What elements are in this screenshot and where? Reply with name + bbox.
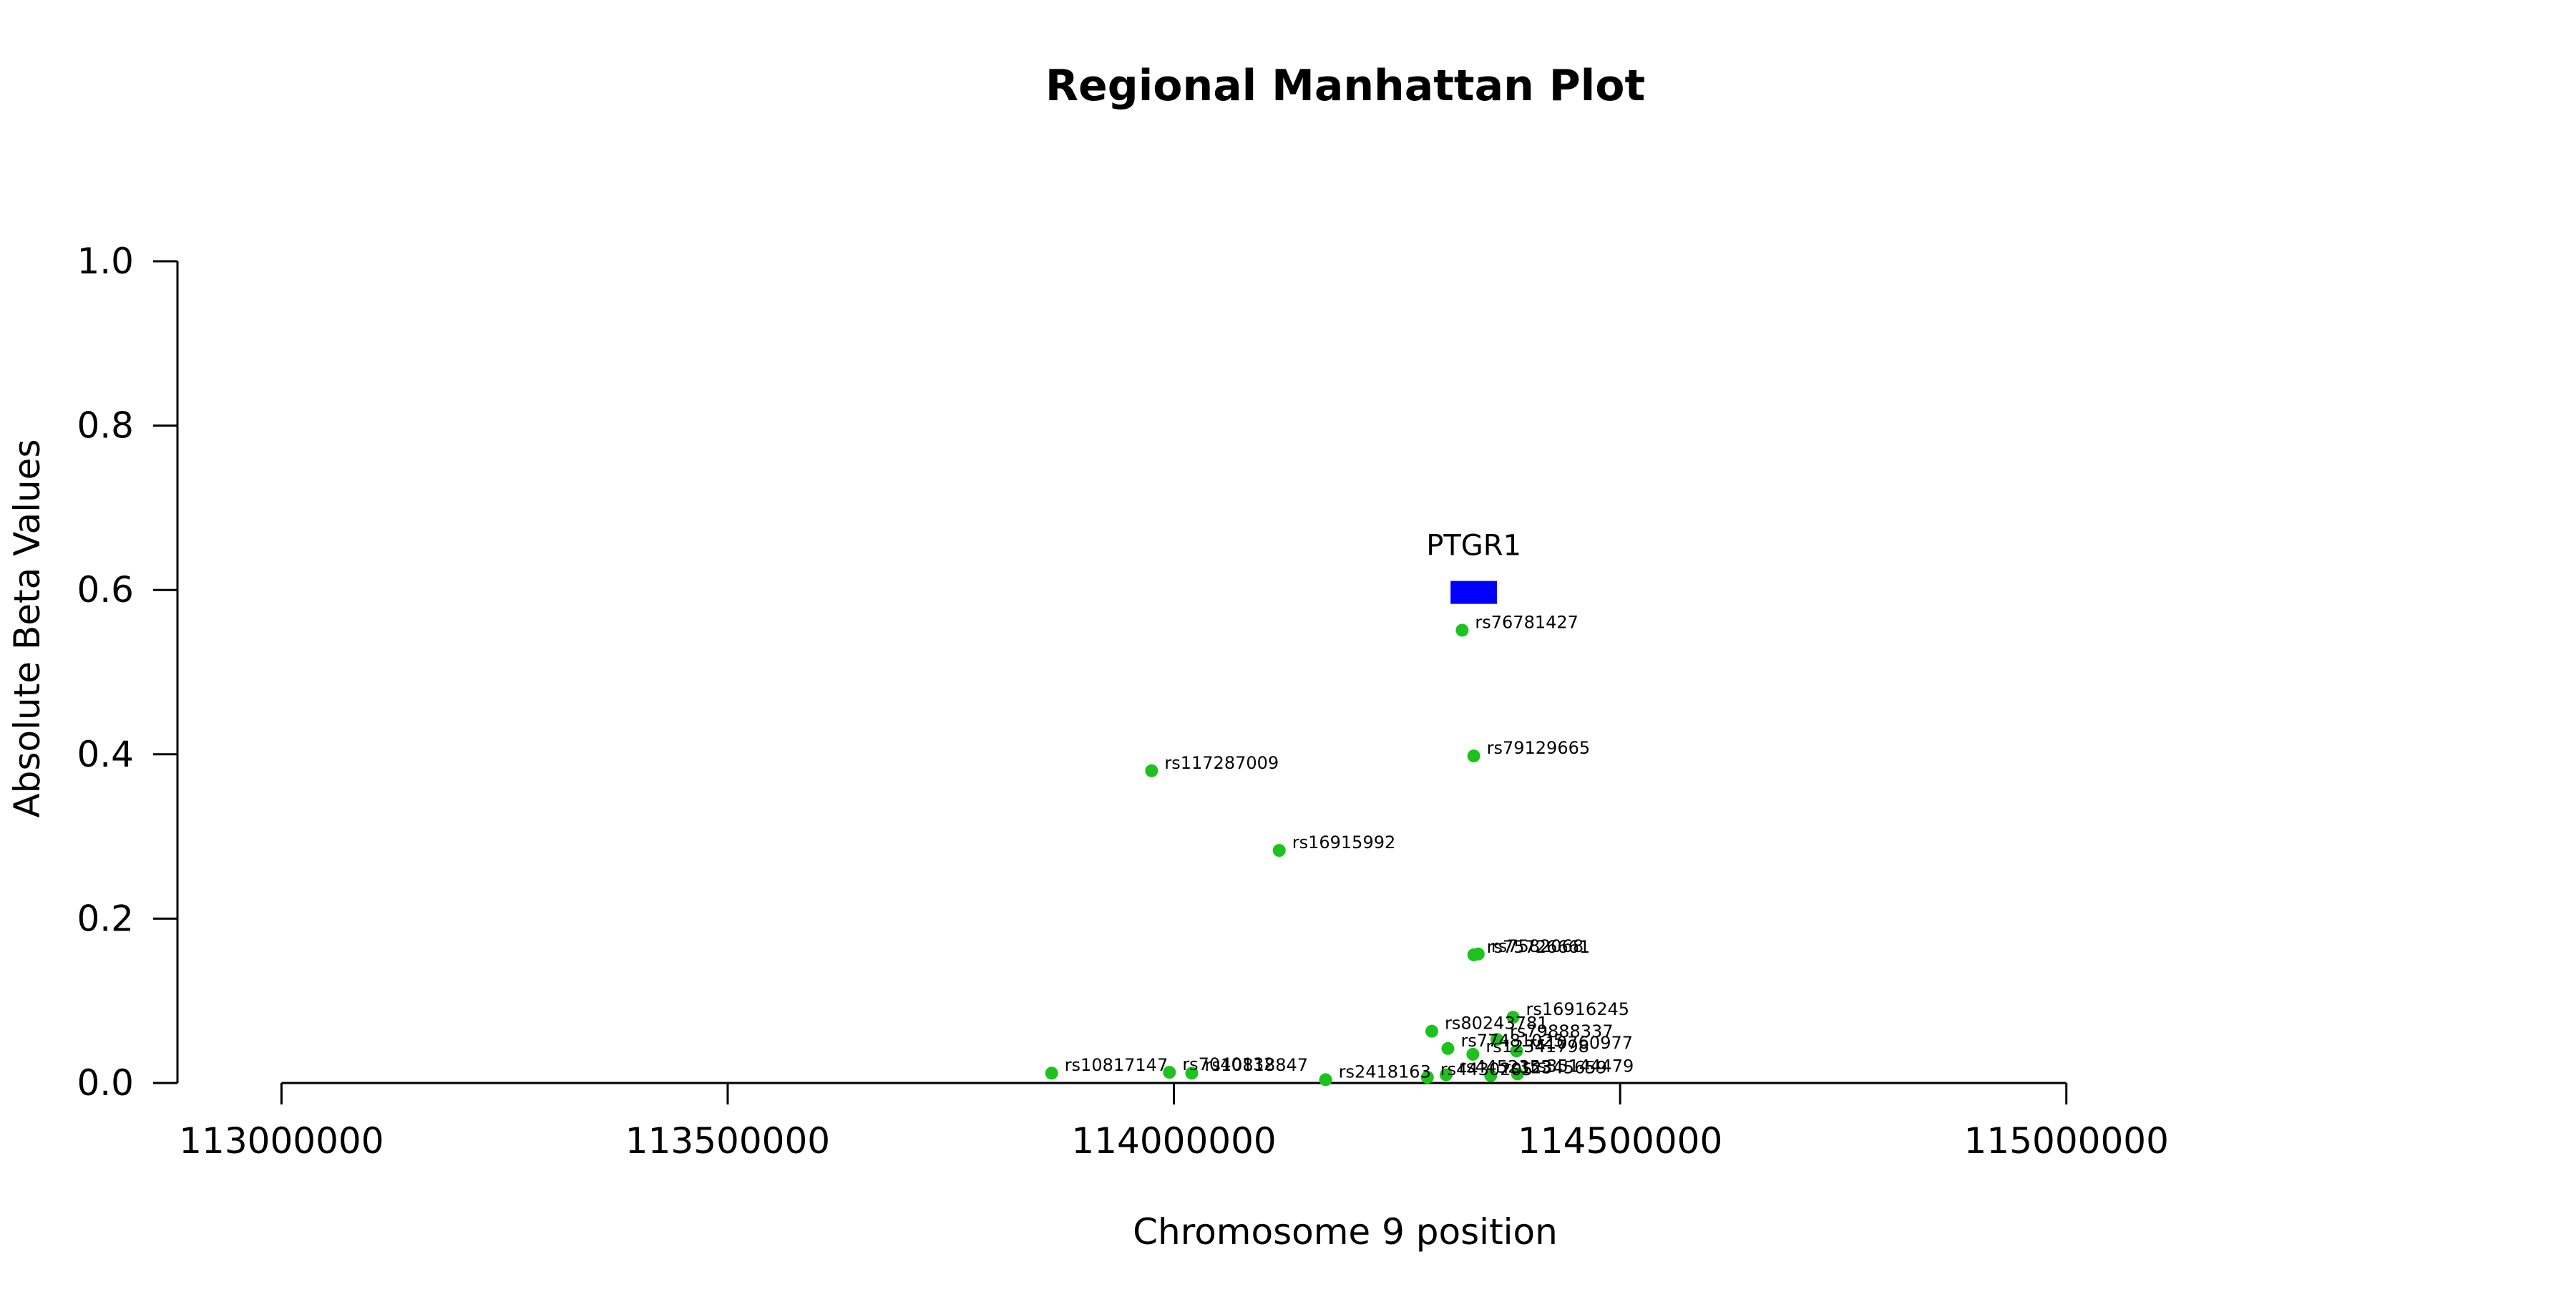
- point-label: rs2418163: [1339, 1062, 1431, 1082]
- x-tick-label: 113500000: [625, 1120, 830, 1162]
- data-point: [1471, 947, 1485, 961]
- y-tick-label: 0.2: [77, 898, 134, 939]
- labels-layer: rs76781427 rs79129665 rs117287009 rs1691599…: [1065, 612, 1634, 1082]
- point-label: rs4452353: [1459, 1057, 1551, 1077]
- point-label: rs10818847: [1205, 1055, 1309, 1075]
- data-point: [1272, 844, 1286, 858]
- x-tick-label: 113000000: [179, 1120, 384, 1162]
- data-point: [1484, 1069, 1498, 1082]
- gene-bar: [1450, 581, 1498, 604]
- data-point: [1319, 1073, 1332, 1087]
- data-point: [1425, 1024, 1438, 1038]
- points-layer: [1045, 623, 1524, 1087]
- y-axis-label: Absolute Beta Values: [6, 439, 48, 818]
- point-label: rs16915992: [1292, 832, 1396, 853]
- axes: 0.0 0.2 0.4 0.6 0.8 1.0 113000000 113500000 1140…: [77, 241, 2168, 1162]
- x-tick-label: 114000000: [1071, 1120, 1276, 1162]
- point-label: rs4430205: [1440, 1059, 1533, 1079]
- data-point: [1466, 1047, 1480, 1061]
- data-point: [1163, 1066, 1176, 1079]
- point-label: rs12341798: [1485, 1036, 1589, 1057]
- point-label: rs79888337: [1510, 1021, 1614, 1041]
- x-tick-label: 114500000: [1518, 1120, 1722, 1162]
- point-label: rs117287009: [1164, 753, 1279, 773]
- data-point: [1420, 1070, 1434, 1084]
- data-point: [1441, 1041, 1455, 1055]
- y-tick-label: 1.0: [77, 241, 134, 282]
- point-label: rs75726661: [1487, 937, 1591, 957]
- data-point: [1185, 1067, 1199, 1080]
- data-point: [1491, 1033, 1504, 1046]
- point-label: rs10760977: [1529, 1033, 1633, 1053]
- data-point: [1439, 1068, 1453, 1082]
- point-label: rs16916245: [1526, 999, 1629, 1019]
- x-axis-label: Chromosome 9 position: [1133, 1211, 1558, 1253]
- x-tick-label: 115000000: [1964, 1120, 2169, 1162]
- data-point: [1506, 1011, 1520, 1024]
- data-point: [1045, 1067, 1058, 1080]
- data-point: [1455, 623, 1469, 637]
- gene-label: PTGR1: [1426, 530, 1521, 563]
- point-label: rs76781427: [1475, 612, 1579, 632]
- point-label: rs35144479: [1531, 1056, 1634, 1076]
- point-label: rs80243781: [1445, 1014, 1548, 1034]
- point-label: rs79129665: [1487, 738, 1591, 758]
- data-point: [1511, 1067, 1524, 1081]
- y-tick-label: 0.8: [77, 405, 134, 447]
- chart-title: Regional Manhattan Plot: [1045, 61, 1645, 111]
- point-label: rs77481025: [1460, 1031, 1564, 1051]
- point-label: rs7582068: [1491, 936, 1584, 956]
- data-point: [1467, 749, 1480, 763]
- point-label: rs7040132: [1182, 1054, 1274, 1074]
- y-tick-label: 0.6: [77, 569, 134, 611]
- gene-layer: PTGR1: [1426, 530, 1521, 604]
- point-label: rs12345659: [1503, 1058, 1607, 1078]
- y-tick-label: 0.4: [77, 734, 134, 775]
- data-point: [1145, 764, 1158, 777]
- point-label: rs10817147: [1065, 1055, 1169, 1075]
- y-tick-label: 0.0: [77, 1062, 134, 1104]
- data-point: [1510, 1044, 1523, 1058]
